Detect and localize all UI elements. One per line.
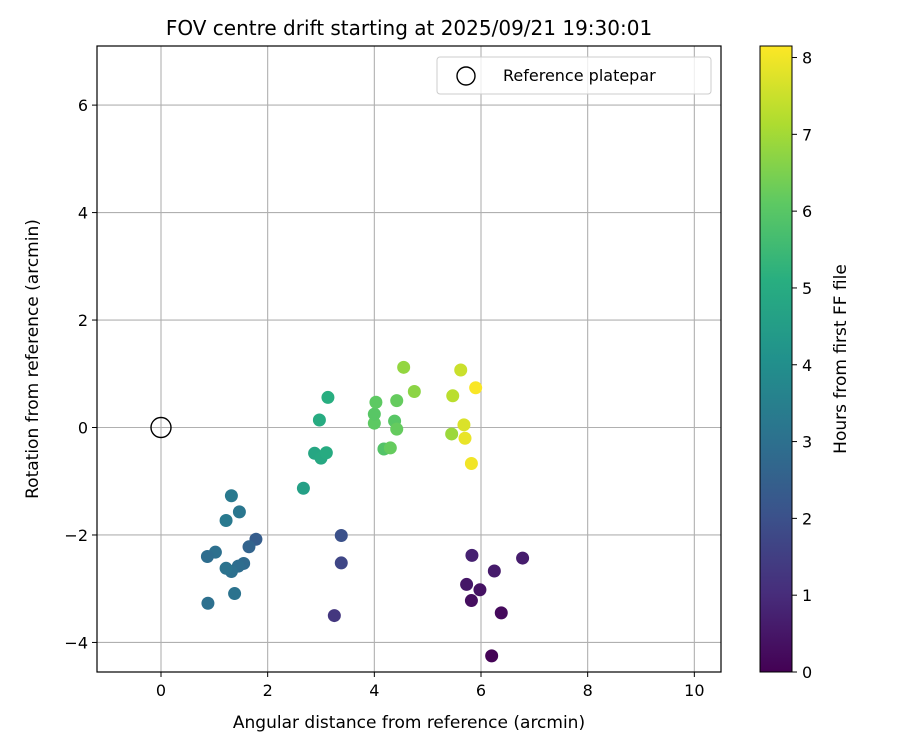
colorbar-tick-label: 7 bbox=[802, 125, 812, 144]
data-point bbox=[200, 549, 214, 563]
colorbar-tick-label: 1 bbox=[802, 586, 812, 605]
grid bbox=[97, 46, 721, 672]
colorbar-tick-label: 6 bbox=[802, 202, 812, 221]
data-point bbox=[219, 513, 233, 527]
data-point bbox=[201, 596, 215, 610]
y-tick-label: 6 bbox=[78, 96, 88, 115]
data-point bbox=[494, 606, 508, 620]
data-point bbox=[473, 583, 487, 597]
chart-title: FOV centre drift starting at 2025/09/21 … bbox=[166, 16, 652, 40]
colorbar-tick-label: 0 bbox=[802, 663, 812, 682]
data-point bbox=[446, 389, 460, 403]
legend-reference-label: Reference platepar bbox=[503, 66, 656, 85]
data-point bbox=[464, 457, 478, 471]
colorbar-gradient bbox=[759, 45, 793, 673]
data-point bbox=[369, 395, 383, 409]
data-point bbox=[457, 418, 471, 432]
data-point bbox=[219, 561, 233, 575]
data-point bbox=[407, 385, 421, 399]
x-tick-label: 0 bbox=[156, 681, 166, 700]
legend: Reference platepar bbox=[436, 56, 712, 95]
scatter-points bbox=[200, 360, 530, 663]
data-point bbox=[445, 427, 459, 441]
y-tick-label: 2 bbox=[78, 311, 88, 330]
legend-reference-marker bbox=[456, 66, 476, 86]
data-point bbox=[454, 363, 468, 377]
x-tick-label: 6 bbox=[476, 681, 486, 700]
data-point bbox=[321, 390, 335, 404]
data-point bbox=[465, 548, 479, 562]
colorbar-tick-label: 8 bbox=[802, 49, 812, 68]
y-tick-label: 0 bbox=[78, 419, 88, 438]
data-point bbox=[458, 431, 472, 445]
data-point bbox=[464, 594, 478, 608]
reference-platepar-marker bbox=[150, 416, 172, 439]
colorbar-tick-label: 4 bbox=[802, 356, 812, 375]
x-axis-label: Angular distance from reference (arcmin) bbox=[233, 713, 585, 733]
x-tick-label: 4 bbox=[369, 681, 379, 700]
data-point bbox=[397, 360, 411, 374]
data-point bbox=[367, 407, 381, 421]
data-point bbox=[487, 564, 501, 578]
data-point bbox=[334, 529, 348, 543]
colorbar-label: Hours from first FF file bbox=[831, 264, 851, 454]
colorbar-ticks: 0 1 2 3 4 5 6 7 8 bbox=[792, 49, 812, 682]
data-point bbox=[296, 481, 310, 495]
data-point bbox=[516, 551, 530, 565]
x-tick-label: 8 bbox=[583, 681, 593, 700]
colorbar-tick-label: 5 bbox=[802, 279, 812, 298]
data-point bbox=[327, 609, 341, 623]
data-point bbox=[485, 649, 499, 663]
data-point bbox=[383, 441, 397, 455]
data-point bbox=[232, 505, 246, 519]
colorbar-tick-label: 3 bbox=[802, 433, 812, 452]
data-point bbox=[319, 446, 333, 460]
y-tick-label: 4 bbox=[78, 204, 88, 223]
data-point bbox=[312, 413, 326, 427]
data-point bbox=[390, 422, 404, 436]
x-tick-label: 2 bbox=[263, 681, 273, 700]
axes-frame bbox=[96, 45, 722, 673]
x-axis-ticks: 0 2 4 6 8 10 bbox=[156, 672, 705, 700]
data-point bbox=[390, 394, 404, 408]
colorbar: 0 1 2 3 4 5 6 7 8 Hours from first FF file bbox=[759, 45, 851, 682]
data-point bbox=[224, 489, 238, 503]
legend-box bbox=[436, 56, 712, 95]
y-tick-label: −2 bbox=[64, 526, 88, 545]
y-axis-ticks: −4 −2 0 2 4 6 bbox=[64, 96, 97, 652]
data-point bbox=[469, 381, 483, 395]
data-point bbox=[334, 556, 348, 570]
data-point bbox=[228, 587, 242, 601]
data-point bbox=[460, 577, 474, 591]
data-point bbox=[242, 540, 256, 554]
x-tick-label: 10 bbox=[684, 681, 704, 700]
colorbar-tick-label: 2 bbox=[802, 509, 812, 528]
y-axis-label: Rotation from reference (arcmin) bbox=[23, 219, 43, 499]
data-point bbox=[367, 416, 381, 430]
y-tick-label: −4 bbox=[64, 633, 88, 652]
reference-marker-group bbox=[150, 416, 172, 439]
